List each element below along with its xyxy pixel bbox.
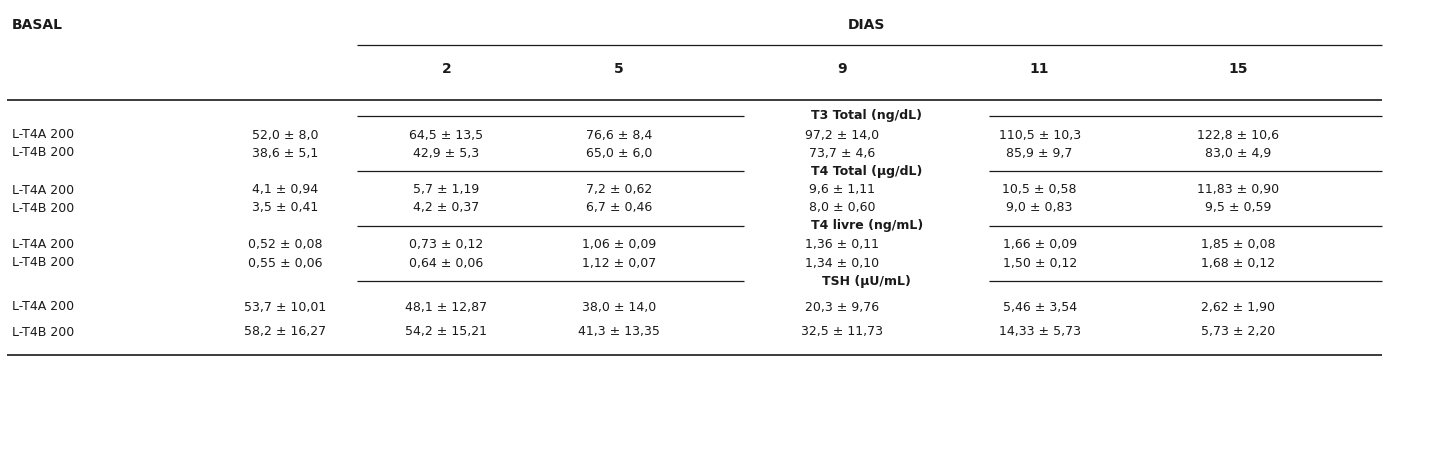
Text: 9,6 ± 1,11: 9,6 ± 1,11 [809, 184, 876, 197]
Text: 83,0 ± 4,9: 83,0 ± 4,9 [1205, 147, 1272, 160]
Text: 6,7 ± 0,46: 6,7 ± 0,46 [586, 201, 652, 214]
Text: 9,0 ± 0,83: 9,0 ± 0,83 [1007, 201, 1073, 214]
Text: 32,5 ± 11,73: 32,5 ± 11,73 [802, 325, 883, 339]
Text: 2: 2 [442, 62, 451, 76]
Text: 2,62 ± 1,90: 2,62 ± 1,90 [1201, 300, 1276, 313]
Text: L-T4B 200: L-T4B 200 [12, 256, 73, 269]
Text: 20,3 ± 9,76: 20,3 ± 9,76 [805, 300, 880, 313]
Text: L-T4A 200: L-T4A 200 [12, 300, 73, 313]
Text: 1,36 ± 0,11: 1,36 ± 0,11 [805, 239, 880, 252]
Text: 11,83 ± 0,90: 11,83 ± 0,90 [1197, 184, 1280, 197]
Text: 1,68 ± 0,12: 1,68 ± 0,12 [1201, 256, 1276, 269]
Text: 3,5 ± 0,41: 3,5 ± 0,41 [252, 201, 318, 214]
Text: 0,55 ± 0,06: 0,55 ± 0,06 [248, 256, 323, 269]
Text: L-T4A 200: L-T4A 200 [12, 239, 73, 252]
Text: 38,6 ± 5,1: 38,6 ± 5,1 [252, 147, 318, 160]
Text: 65,0 ± 6,0: 65,0 ± 6,0 [586, 147, 652, 160]
Text: 14,33 ± 5,73: 14,33 ± 5,73 [999, 325, 1080, 339]
Text: 58,2 ± 16,27: 58,2 ± 16,27 [243, 325, 327, 339]
Text: 5: 5 [615, 62, 624, 76]
Text: 1,12 ± 0,07: 1,12 ± 0,07 [582, 256, 657, 269]
Text: 41,3 ± 13,35: 41,3 ± 13,35 [579, 325, 660, 339]
Text: L-T4B 200: L-T4B 200 [12, 325, 73, 339]
Text: 1,50 ± 0,12: 1,50 ± 0,12 [1002, 256, 1077, 269]
Text: 0,73 ± 0,12: 0,73 ± 0,12 [409, 239, 484, 252]
Text: 48,1 ± 12,87: 48,1 ± 12,87 [405, 300, 488, 313]
Text: L-T4B 200: L-T4B 200 [12, 147, 73, 160]
Text: BASAL: BASAL [12, 18, 62, 32]
Text: L-T4A 200: L-T4A 200 [12, 128, 73, 142]
Text: 73,7 ± 4,6: 73,7 ± 4,6 [809, 147, 876, 160]
Text: 15: 15 [1228, 62, 1248, 76]
Text: TSH (µU/mL): TSH (µU/mL) [822, 275, 912, 288]
Text: 110,5 ± 10,3: 110,5 ± 10,3 [998, 128, 1081, 142]
Text: 1,85 ± 0,08: 1,85 ± 0,08 [1201, 239, 1276, 252]
Text: 42,9 ± 5,3: 42,9 ± 5,3 [413, 147, 480, 160]
Text: 54,2 ± 15,21: 54,2 ± 15,21 [406, 325, 487, 339]
Text: 9: 9 [838, 62, 847, 76]
Text: 122,8 ± 10,6: 122,8 ± 10,6 [1198, 128, 1279, 142]
Text: 0,52 ± 0,08: 0,52 ± 0,08 [248, 239, 323, 252]
Text: 97,2 ± 14,0: 97,2 ± 14,0 [805, 128, 880, 142]
Text: 9,5 ± 0,59: 9,5 ± 0,59 [1205, 201, 1272, 214]
Text: T4 livre (ng/mL): T4 livre (ng/mL) [811, 219, 923, 233]
Text: 1,34 ± 0,10: 1,34 ± 0,10 [805, 256, 880, 269]
Text: 5,46 ± 3,54: 5,46 ± 3,54 [1002, 300, 1077, 313]
Text: 64,5 ± 13,5: 64,5 ± 13,5 [409, 128, 484, 142]
Text: T3 Total (ng/dL): T3 Total (ng/dL) [811, 109, 923, 122]
Text: 85,9 ± 9,7: 85,9 ± 9,7 [1007, 147, 1073, 160]
Text: 5,73 ± 2,20: 5,73 ± 2,20 [1201, 325, 1276, 339]
Text: 0,64 ± 0,06: 0,64 ± 0,06 [409, 256, 484, 269]
Text: L-T4A 200: L-T4A 200 [12, 184, 73, 197]
Text: DIAS: DIAS [848, 18, 886, 32]
Text: 76,6 ± 8,4: 76,6 ± 8,4 [586, 128, 652, 142]
Text: 5,7 ± 1,19: 5,7 ± 1,19 [413, 184, 480, 197]
Text: 1,06 ± 0,09: 1,06 ± 0,09 [582, 239, 657, 252]
Text: 38,0 ± 14,0: 38,0 ± 14,0 [582, 300, 657, 313]
Text: 10,5 ± 0,58: 10,5 ± 0,58 [1002, 184, 1077, 197]
Text: 4,1 ± 0,94: 4,1 ± 0,94 [252, 184, 318, 197]
Text: 52,0 ± 8,0: 52,0 ± 8,0 [252, 128, 318, 142]
Text: 4,2 ± 0,37: 4,2 ± 0,37 [413, 201, 480, 214]
Text: 7,2 ± 0,62: 7,2 ± 0,62 [586, 184, 652, 197]
Text: 8,0 ± 0,60: 8,0 ± 0,60 [809, 201, 876, 214]
Text: 11: 11 [1030, 62, 1050, 76]
Text: 1,66 ± 0,09: 1,66 ± 0,09 [1002, 239, 1077, 252]
Text: T4 Total (µg/dL): T4 Total (µg/dL) [811, 164, 923, 177]
Text: L-T4B 200: L-T4B 200 [12, 201, 73, 214]
Text: 53,7 ± 10,01: 53,7 ± 10,01 [243, 300, 327, 313]
